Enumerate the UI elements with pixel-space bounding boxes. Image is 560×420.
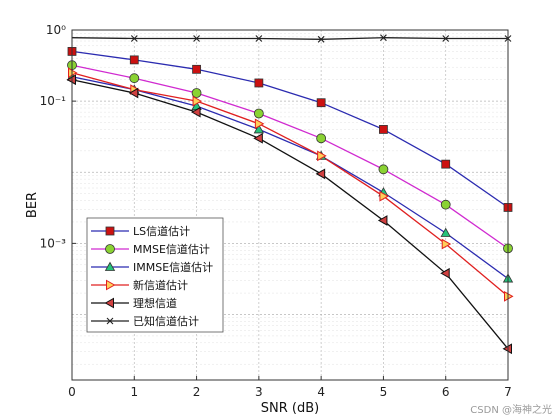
data-point-1 [253, 108, 264, 119]
legend-marker [104, 261, 116, 271]
legend-marker [106, 317, 114, 325]
legend-box [86, 217, 224, 333]
data-point-3 [379, 190, 389, 202]
x-tick-label: 4 [317, 385, 325, 399]
series-lines [71, 37, 509, 350]
y-tick-label: 10⁻³ [40, 236, 67, 250]
series-line-5 [71, 37, 508, 40]
data-point-3 [254, 118, 265, 130]
data-point-3 [317, 150, 327, 162]
x-marker-stroke [442, 35, 450, 42]
x-tick-label: 6 [442, 385, 450, 399]
x-marker-stroke [106, 317, 114, 325]
data-point-1 [191, 88, 202, 98]
data-point-0 [316, 98, 326, 108]
data-point-0 [254, 78, 264, 88]
axis-ticks: 0 1 2 3 4 5 6 7 10⁰ 10⁻¹ 10⁻³ [40, 23, 512, 399]
y-tick-label: 10⁻¹ [40, 94, 67, 108]
x-tick-label: 0 [68, 385, 76, 399]
data-point-0 [379, 125, 388, 134]
x-marker-stroke [255, 35, 263, 42]
data-point-4 [315, 168, 326, 180]
legend-label: IMMSE信道估计 [133, 260, 213, 274]
data-point-4 [440, 267, 450, 279]
x-marker-stroke [193, 35, 200, 42]
legend-label: MMSE信道估计 [133, 242, 210, 256]
legend-label: 已知信道估计 [133, 314, 199, 328]
data-point-5 [317, 35, 325, 43]
data-point-1 [316, 133, 327, 144]
legend-marker [105, 244, 115, 254]
legend-marker [106, 279, 116, 291]
x-tick-label: 1 [130, 385, 138, 399]
data-point-1 [440, 199, 451, 210]
data-point-0 [441, 159, 451, 169]
data-point-2 [253, 124, 265, 134]
x-tick-label: 2 [193, 385, 201, 399]
x-axis-label: SNR (dB) [261, 401, 319, 416]
x-marker-stroke [380, 34, 387, 42]
data-point-5 [442, 35, 450, 42]
data-point-4 [377, 215, 388, 226]
data-point-5 [380, 34, 387, 42]
data-point-2 [440, 227, 451, 237]
data-point-4 [253, 132, 263, 144]
series-line-2 [71, 76, 509, 280]
data-point-1 [129, 73, 140, 84]
watermark: CSDN @海神之光 [470, 405, 552, 416]
series-line-4 [71, 79, 509, 350]
data-point-3 [192, 95, 203, 107]
data-point-4 [191, 106, 201, 118]
legend-label: 新信道估计 [133, 278, 188, 292]
x-tick-label: 5 [380, 385, 388, 399]
series-line-1 [71, 64, 509, 249]
y-tick-label: 10⁰ [46, 23, 66, 37]
data-point-5 [255, 35, 263, 42]
x-marker-stroke [317, 35, 325, 43]
series-line-0 [71, 50, 509, 208]
legend-label: 理想信道 [133, 296, 177, 310]
data-point-4 [128, 87, 139, 99]
x-tick-label: 3 [255, 385, 263, 399]
y-axis-label: BER [25, 192, 40, 218]
legend-marker [104, 297, 114, 309]
legend-label: LS信道估计 [133, 224, 190, 238]
x-marker-stroke [130, 35, 138, 42]
data-point-0 [129, 55, 139, 65]
data-point-0 [192, 64, 201, 74]
data-point-1 [378, 164, 389, 175]
x-tick-label: 7 [504, 385, 512, 399]
plot-frame [71, 29, 509, 381]
series-line-3 [71, 72, 509, 297]
data-point-5 [130, 35, 138, 42]
data-point-3 [441, 238, 452, 250]
data-point-5 [193, 35, 200, 42]
legend-marker [105, 226, 115, 236]
